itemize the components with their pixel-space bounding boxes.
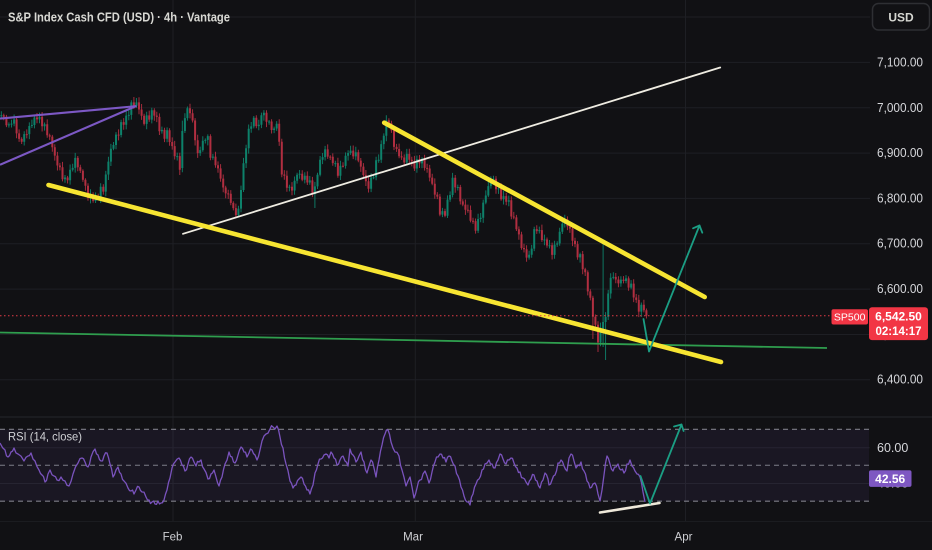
svg-text:42.56: 42.56: [875, 472, 905, 486]
svg-text:7,000.00: 7,000.00: [877, 101, 923, 115]
svg-text:6,700.00: 6,700.00: [877, 237, 923, 251]
svg-text:RSI (14, close): RSI (14, close): [8, 430, 82, 444]
svg-text:60.00: 60.00: [877, 441, 908, 455]
svg-text:6,542.50: 6,542.50: [875, 309, 922, 323]
svg-text:02:14:17: 02:14:17: [875, 326, 921, 338]
svg-text:6,400.00: 6,400.00: [877, 373, 923, 387]
svg-text:SP500: SP500: [834, 312, 866, 324]
svg-text:Mar: Mar: [403, 532, 423, 544]
svg-text:Apr: Apr: [675, 532, 693, 544]
svg-text:Feb: Feb: [163, 532, 183, 544]
svg-text:6,600.00: 6,600.00: [877, 282, 923, 296]
svg-text:6,800.00: 6,800.00: [877, 191, 923, 205]
svg-text:USD: USD: [888, 10, 914, 24]
svg-text:6,900.00: 6,900.00: [877, 146, 923, 160]
svg-text:7,100.00: 7,100.00: [877, 56, 923, 70]
svg-text:S&P Index Cash CFD (USD) · 4h: S&P Index Cash CFD (USD) · 4h · Vantage: [8, 10, 230, 25]
